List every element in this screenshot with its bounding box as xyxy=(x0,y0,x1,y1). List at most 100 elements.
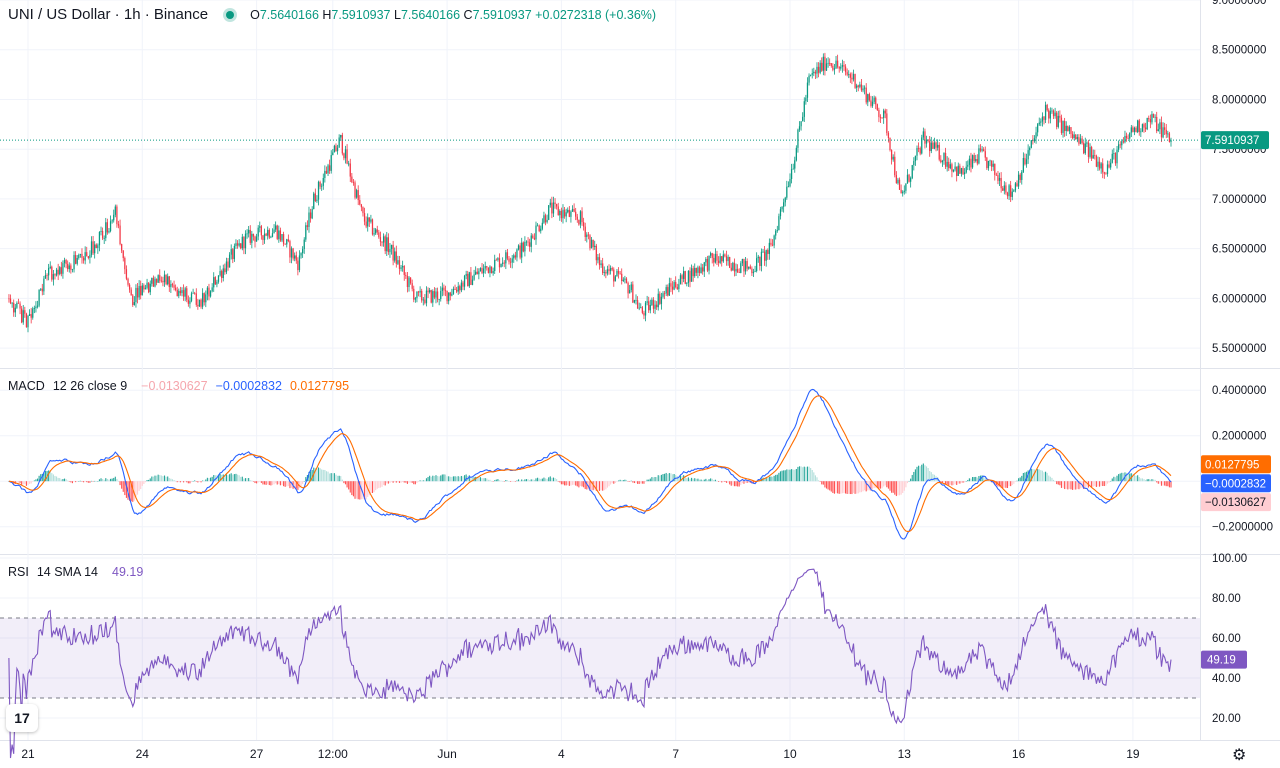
macd-histogram-bar xyxy=(310,471,312,482)
candle-body xyxy=(835,60,837,69)
candle-body xyxy=(552,202,555,214)
candle-body xyxy=(976,159,978,164)
macd-histogram-bar xyxy=(965,481,967,482)
candle-body xyxy=(767,250,769,254)
candle-body xyxy=(994,163,996,175)
candle-body xyxy=(8,298,10,300)
macd-histogram-bar xyxy=(405,481,407,483)
macd-histogram-bar xyxy=(702,480,704,482)
open-label: O xyxy=(250,7,260,22)
symbol-title[interactable]: UNI / US Dollar · 1h · Binance xyxy=(8,6,209,23)
macd-histogram-bar xyxy=(641,481,643,484)
rsi-tick-label: 40.00 xyxy=(1212,673,1241,685)
symbol-header[interactable]: UNI / US Dollar · 1h · Binance O7.564016… xyxy=(8,6,656,23)
candle-body xyxy=(260,226,262,236)
candle-body xyxy=(686,282,688,284)
macd-histogram-bar xyxy=(875,481,877,488)
macd-histogram-bar xyxy=(922,463,924,482)
macd-histogram-bar xyxy=(429,475,431,482)
candle-body xyxy=(657,293,659,308)
rsi-legend[interactable]: RSI 14 SMA 14 49.19 xyxy=(8,565,151,579)
macd-histogram-bar xyxy=(791,469,793,482)
candle-body xyxy=(475,271,477,275)
candle-body xyxy=(16,302,18,308)
candle-body xyxy=(303,239,305,249)
tradingview-logo[interactable]: 17 xyxy=(6,704,38,732)
macd-histogram-bar xyxy=(981,475,983,482)
macd-histogram-bar xyxy=(468,475,470,482)
macd-histogram-bar xyxy=(1168,481,1170,488)
macd-histogram-bar xyxy=(813,472,815,482)
candle-body xyxy=(933,142,936,149)
candle-body xyxy=(1025,159,1028,165)
candle-body xyxy=(617,270,620,274)
candle-body xyxy=(868,94,871,101)
candle-body xyxy=(906,174,909,184)
candle-body xyxy=(567,209,569,213)
candle-body xyxy=(402,266,404,268)
macd-histogram-bar xyxy=(460,475,462,482)
candle-body xyxy=(908,174,910,182)
price-tick-label: 7.0000000 xyxy=(1212,194,1266,206)
macd-histogram-bar xyxy=(411,481,413,483)
macd-histogram-bar xyxy=(857,481,859,494)
candle-body xyxy=(843,65,845,67)
macd-histogram-bar xyxy=(838,481,840,494)
candle-body xyxy=(24,310,26,314)
candle-body xyxy=(268,229,270,238)
macd-histogram-bar xyxy=(370,481,372,493)
macd-histogram-bar xyxy=(671,474,674,482)
candle-body xyxy=(860,84,863,91)
gear-icon[interactable]: ⚙ xyxy=(1232,747,1247,764)
macd-histogram-bar xyxy=(36,478,39,482)
macd-histogram-bar xyxy=(189,481,191,484)
candle-body xyxy=(568,209,570,217)
candle-body xyxy=(635,300,637,301)
candle-body xyxy=(771,244,774,246)
macd-histogram-bar xyxy=(521,479,523,482)
candle-body xyxy=(48,268,50,276)
macd-histogram-bar xyxy=(952,481,955,486)
candle-body xyxy=(68,265,70,270)
macd-histogram-bar xyxy=(867,481,869,491)
macd-histogram-bar xyxy=(48,470,50,482)
candle-body xyxy=(81,253,83,258)
macd-histogram-bar xyxy=(930,472,932,482)
macd-histogram-bar xyxy=(287,481,289,487)
candle-body xyxy=(84,252,86,261)
candle-body xyxy=(616,270,618,277)
candle-body xyxy=(889,137,891,151)
macd-histogram-bar xyxy=(535,478,537,482)
macd-histogram-bar xyxy=(687,477,689,482)
candle-body xyxy=(690,268,693,282)
candle-body xyxy=(589,235,591,249)
macd-histogram-bar xyxy=(476,477,478,482)
macd-histogram-bar xyxy=(156,475,158,482)
candle-body xyxy=(505,252,507,264)
macd-histogram-bar xyxy=(87,481,89,483)
candle-body xyxy=(243,236,245,249)
candle-body xyxy=(532,235,534,238)
candle-body xyxy=(487,267,490,273)
candle-body xyxy=(192,292,194,294)
candle-body xyxy=(703,262,705,272)
candle-body xyxy=(124,258,126,270)
macd-histogram-bar xyxy=(352,481,354,497)
macd-histogram-bar xyxy=(516,480,518,482)
macd-histogram-bar xyxy=(154,475,156,482)
candle-body xyxy=(1148,117,1150,120)
macd-histogram-bar xyxy=(32,481,34,482)
macd-legend[interactable]: MACD 12 26 close 9 −0.0130627 −0.0002832… xyxy=(8,379,357,393)
candle-body xyxy=(676,287,678,290)
candle-body xyxy=(624,278,626,280)
macd-histogram-bar xyxy=(481,478,483,482)
macd-histogram-bar xyxy=(878,481,880,489)
candle-body xyxy=(519,245,521,258)
candle-body xyxy=(79,253,82,255)
macd-histogram-bar xyxy=(637,481,639,484)
macd-histogram-bar xyxy=(543,477,545,482)
macd-histogram-bar xyxy=(625,479,628,482)
candle-body xyxy=(641,307,643,313)
macd-histogram-bar xyxy=(576,481,578,487)
